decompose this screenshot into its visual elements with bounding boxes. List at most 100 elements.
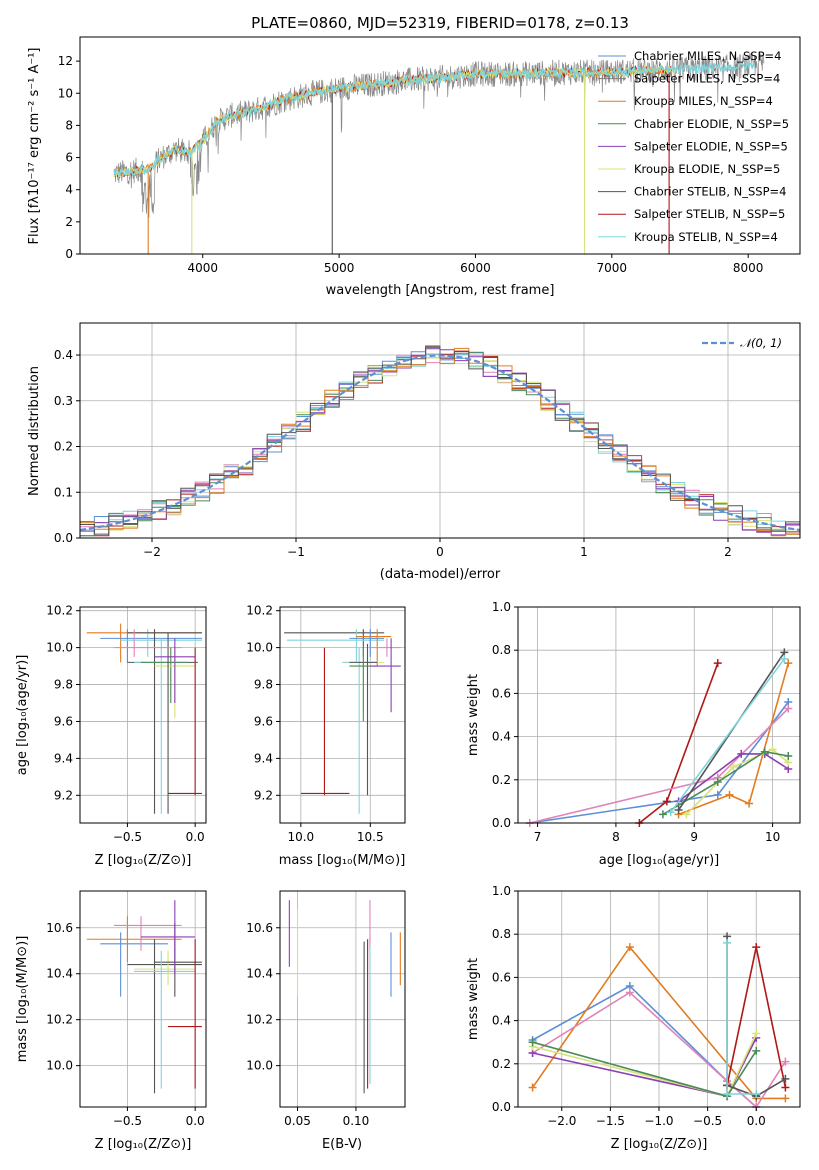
age-vs-mass-x-label: mass [log₁₀(M/M⊙)] bbox=[279, 853, 406, 868]
x-tick-label: 10.0 bbox=[287, 830, 314, 844]
mass-weight-marker bbox=[752, 1029, 761, 1038]
legend-label: Kroupa MILES, N_SSP=4 bbox=[634, 94, 773, 108]
residual-panel: 𝒩(0, 1) −2 −1 0 1 2 0.0 0.1 0.2 0.3 0.4 (data-mod… bbox=[27, 322, 801, 582]
mass-weight-marker bbox=[737, 749, 746, 758]
mass-vs-ebv-panel: 0.05 0.10 10.0 10.2 10.4 10.6 E(B-V) bbox=[246, 890, 406, 1152]
x-tick-label: 10 bbox=[765, 830, 780, 844]
mass-vs-ebv-frame bbox=[279, 890, 406, 1108]
mass-weight-series bbox=[678, 753, 789, 803]
mass-weight-marker bbox=[745, 799, 754, 808]
x-tick-label: 0 bbox=[436, 545, 444, 559]
y-tick-label: 0.2 bbox=[492, 1057, 511, 1071]
y-tick-label: 10.2 bbox=[246, 604, 273, 618]
weight-vs-metallicity-y-label: mass weight bbox=[466, 958, 481, 1040]
y-tick-label: 10.0 bbox=[46, 641, 73, 655]
mass-weight-marker bbox=[752, 1090, 761, 1099]
x-tick-label: 4000 bbox=[187, 261, 218, 275]
y-tick-label: 0.2 bbox=[54, 440, 73, 454]
x-tick-label: 9 bbox=[690, 830, 698, 844]
spectrum-x-label: wavelength [Angstrom, rest frame] bbox=[326, 283, 555, 298]
y-tick-label: 9.6 bbox=[54, 714, 73, 728]
weight-vs-metallicity-panel: −2.0 −1.5 −1.0 −0.5 0.0 0.0 0.2 0.4 0.6 0.8 1.0 Z … bbox=[466, 884, 801, 1152]
y-tick-label: 0.4 bbox=[492, 730, 511, 744]
y-tick-label: 10.6 bbox=[46, 921, 73, 935]
x-tick-label: 0.05 bbox=[284, 1114, 311, 1128]
age-vs-mass-panel: 10.0 10.5 9.2 9.4 9.6 9.8 10.0 10.2 mass [log₁₀… bbox=[246, 604, 406, 868]
y-tick-label: 10 bbox=[58, 86, 73, 100]
x-tick-label: 10.5 bbox=[357, 830, 384, 844]
weight-vs-age-panel: 7 8 9 10 0.0 0.2 0.4 0.6 0.8 1.0 age [log₁₀(age/y… bbox=[466, 600, 801, 868]
mass-vs-metallicity-frame bbox=[79, 890, 207, 1108]
mass-weight-marker bbox=[723, 1090, 732, 1099]
legend-label: Chabrier STELIB, N_SSP=4 bbox=[634, 185, 786, 199]
x-tick-label: −0.5 bbox=[113, 1114, 142, 1128]
mass-weight-marker bbox=[780, 654, 789, 663]
weight-vs-age-x-label: age [log₁₀(age/yr)] bbox=[599, 853, 720, 868]
mass-weight-marker bbox=[713, 659, 722, 668]
y-tick-label: 10.0 bbox=[246, 1059, 273, 1073]
mass-weight-marker bbox=[658, 810, 667, 819]
mass-weight-marker bbox=[666, 808, 675, 817]
residual-histogram-series bbox=[80, 346, 800, 535]
x-tick-label: 8000 bbox=[733, 261, 764, 275]
mass-weight-marker bbox=[768, 745, 777, 754]
age-vs-mass-frame bbox=[279, 606, 406, 824]
y-tick-label: 0.3 bbox=[54, 394, 73, 408]
y-tick-label: 10.2 bbox=[46, 1013, 73, 1027]
y-tick-label: 0.2 bbox=[492, 773, 511, 787]
x-tick-label: −2.0 bbox=[547, 1114, 576, 1128]
legend-label: Salpeter STELIB, N_SSP=5 bbox=[634, 207, 785, 221]
age-vs-metallicity-frame bbox=[79, 606, 207, 824]
x-tick-label: 7000 bbox=[597, 261, 628, 275]
spectrum-panel: PLATE=0860, MJD=52319, FIBERID=0178, z=0… bbox=[27, 14, 801, 298]
y-tick-label: 0.0 bbox=[492, 816, 511, 830]
mass-weight-marker bbox=[784, 752, 793, 761]
legend-label: Kroupa STELIB, N_SSP=4 bbox=[634, 230, 778, 244]
mass-weight-marker bbox=[781, 1083, 790, 1092]
y-tick-label: 9.6 bbox=[254, 714, 273, 728]
y-tick-label: 0.0 bbox=[492, 1100, 511, 1114]
x-tick-label: −1.5 bbox=[596, 1114, 625, 1128]
x-tick-label: 7 bbox=[534, 830, 542, 844]
mass-weight-marker bbox=[625, 943, 634, 952]
y-tick-label: 0.0 bbox=[54, 531, 73, 545]
y-tick-label: 0.1 bbox=[54, 485, 73, 499]
y-tick-label: 12 bbox=[58, 54, 73, 68]
mass-weight-marker bbox=[674, 806, 683, 815]
y-tick-label: 10.0 bbox=[46, 1059, 73, 1073]
mass-weight-marker bbox=[713, 790, 722, 799]
y-tick-label: 0.4 bbox=[54, 348, 73, 362]
x-tick-label: −0.5 bbox=[693, 1114, 722, 1128]
residual-legend: 𝒩(0, 1) bbox=[702, 336, 782, 350]
ebv-x-label: E(B-V) bbox=[322, 1137, 362, 1152]
mass-weight-series bbox=[670, 658, 785, 813]
y-tick-label: 0.6 bbox=[492, 970, 511, 984]
legend-label: Chabrier ELODIE, N_SSP=5 bbox=[634, 117, 789, 131]
x-tick-label: 0.0 bbox=[186, 830, 205, 844]
weight-vs-metallicity-x-label: Z [log₁₀(Z/Z⊙)] bbox=[611, 1137, 708, 1152]
mass-weight-marker bbox=[713, 777, 722, 786]
y-tick-label: 8 bbox=[65, 118, 73, 132]
y-tick-label: 0.4 bbox=[492, 1014, 511, 1028]
gaussian-curve bbox=[79, 354, 801, 532]
residual-y-label: Normed distribution bbox=[27, 366, 42, 496]
x-tick-label: 2 bbox=[724, 545, 732, 559]
mass-weight-marker bbox=[781, 1057, 790, 1066]
y-tick-label: 10.4 bbox=[46, 967, 73, 981]
mass-weight-series bbox=[662, 750, 789, 816]
y-tick-label: 6 bbox=[65, 151, 73, 165]
model-spectrum-line bbox=[113, 65, 674, 179]
y-tick-label: 1.0 bbox=[492, 600, 511, 614]
mass-weight-marker bbox=[752, 1046, 761, 1055]
x-tick-label: −1 bbox=[287, 545, 305, 559]
y-tick-label: 10.2 bbox=[246, 1013, 273, 1027]
y-tick-label: 0 bbox=[65, 247, 73, 261]
mass-weight-marker bbox=[781, 1094, 790, 1103]
legend-label: Salpeter ELODIE, N_SSP=5 bbox=[634, 139, 788, 153]
y-tick-label: 1.0 bbox=[492, 884, 511, 898]
y-tick-label: 10.2 bbox=[46, 604, 73, 618]
y-tick-label: 0.6 bbox=[492, 686, 511, 700]
residual-x-label: (data-model)/error bbox=[380, 567, 501, 582]
mass-weight-marker bbox=[723, 938, 732, 947]
